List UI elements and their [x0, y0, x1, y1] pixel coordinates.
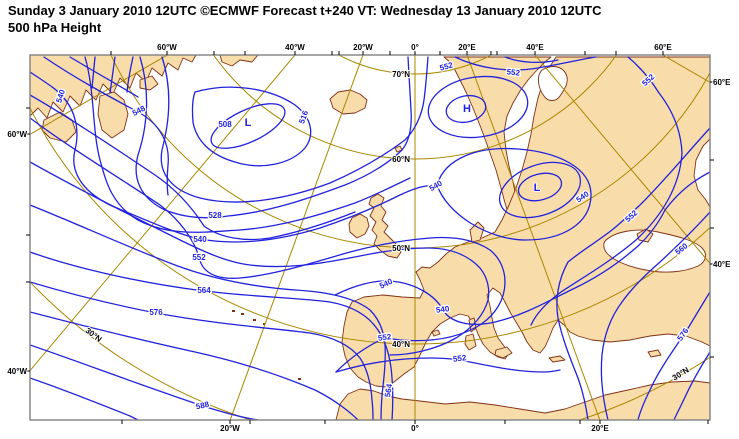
contour-label: 540	[193, 235, 207, 244]
contour-label: 540	[54, 88, 67, 104]
chart-title-line2: 500 hPa Height	[8, 20, 102, 35]
longitude-label-left: 60°W	[7, 130, 27, 139]
white-sea	[537, 66, 568, 101]
contour	[30, 344, 259, 420]
longitude-label-top: 60°E	[654, 43, 672, 52]
longitude-label-left: 40°W	[7, 367, 27, 376]
contour	[91, 56, 96, 89]
contour-label: 576	[149, 308, 163, 317]
high-center-marker: H	[463, 103, 471, 115]
contour	[30, 251, 394, 420]
contour	[30, 94, 356, 241]
land-north-africa	[335, 380, 710, 420]
latitude-label: 30°N	[84, 326, 104, 344]
contour	[30, 71, 438, 243]
contour	[454, 56, 597, 71]
contour-label: 552	[192, 253, 206, 262]
contour-label: 552	[452, 353, 467, 364]
contour	[335, 357, 561, 373]
latitude-label: 70°N	[392, 70, 410, 79]
contour	[334, 171, 710, 325]
atlantic-islets	[232, 310, 301, 380]
contour-label: 564	[197, 286, 211, 295]
longitude-label-top: 0°	[411, 43, 419, 52]
tick-marks	[26, 51, 714, 424]
contour	[30, 281, 374, 420]
longitude-label-top: 40°E	[526, 43, 544, 52]
contour-label: 540	[378, 277, 394, 291]
pressure-centers: L H L	[244, 102, 542, 195]
low-center-marker: L	[534, 182, 541, 194]
contour	[673, 351, 710, 420]
longitude-label-right: 40°E	[713, 260, 731, 269]
contour	[30, 204, 386, 420]
contour	[43, 56, 169, 196]
land-europe-russia	[341, 56, 710, 388]
contour	[30, 377, 139, 420]
land-crimea	[636, 228, 654, 243]
land-iceland	[329, 89, 368, 115]
contour-layer	[30, 56, 710, 420]
contour-label: 552	[506, 67, 521, 77]
contour	[637, 291, 710, 420]
longitude-label-bottom: 0°	[411, 424, 419, 433]
latitude-label: 50°N	[392, 244, 410, 253]
land-greenland-island1	[41, 111, 77, 143]
contour-label: 528	[208, 211, 222, 220]
latitude-label: 30°N	[671, 365, 691, 382]
contour-label: 540	[435, 304, 450, 315]
contour	[30, 117, 506, 373]
longitude-label-top: 20°W	[353, 43, 373, 52]
longitude-label-right: 60°E	[713, 78, 731, 87]
contour	[600, 211, 710, 420]
contour	[191, 86, 312, 167]
contour	[160, 56, 429, 203]
latitude-label: 40°N	[392, 340, 410, 349]
land-greenland-island2	[97, 91, 129, 139]
contour-label: 540	[428, 178, 445, 193]
contour	[126, 56, 134, 93]
longitude-label-top: 40°W	[285, 43, 305, 52]
contour	[436, 147, 592, 241]
contour-label: 508	[218, 120, 232, 129]
low-center-marker: L	[245, 117, 252, 129]
longitude-label-top: 60°W	[157, 43, 177, 52]
contour	[135, 56, 412, 219]
contour	[84, 56, 411, 233]
longitude-label-top: 20°E	[458, 43, 476, 52]
land-greenland-ne	[219, 55, 259, 67]
contour-label: 552	[439, 60, 455, 72]
contour-label: 552	[377, 332, 392, 343]
contour	[109, 56, 116, 94]
land-ireland	[348, 213, 370, 239]
latitude-label: 60°N	[392, 155, 410, 164]
longitude-label-bottom: 20°E	[591, 424, 609, 433]
chart-title-line1: Sunday 3 January 2010 12UTC ©ECMWF Forec…	[8, 3, 602, 18]
map-frame	[29, 54, 711, 421]
contour	[69, 56, 139, 98]
contour	[30, 311, 359, 420]
contour-label: 588	[195, 400, 210, 412]
contour	[504, 56, 559, 64]
chart-title: Sunday 3 January 2010 12UTC ©ECMWF Forec…	[8, 2, 602, 36]
contour	[556, 127, 710, 420]
land-denmark	[469, 221, 485, 243]
longitude-label-bottom: 20°W	[220, 424, 240, 433]
black-sea	[603, 229, 706, 273]
contour-label: 564	[383, 383, 394, 398]
contour	[530, 56, 683, 326]
